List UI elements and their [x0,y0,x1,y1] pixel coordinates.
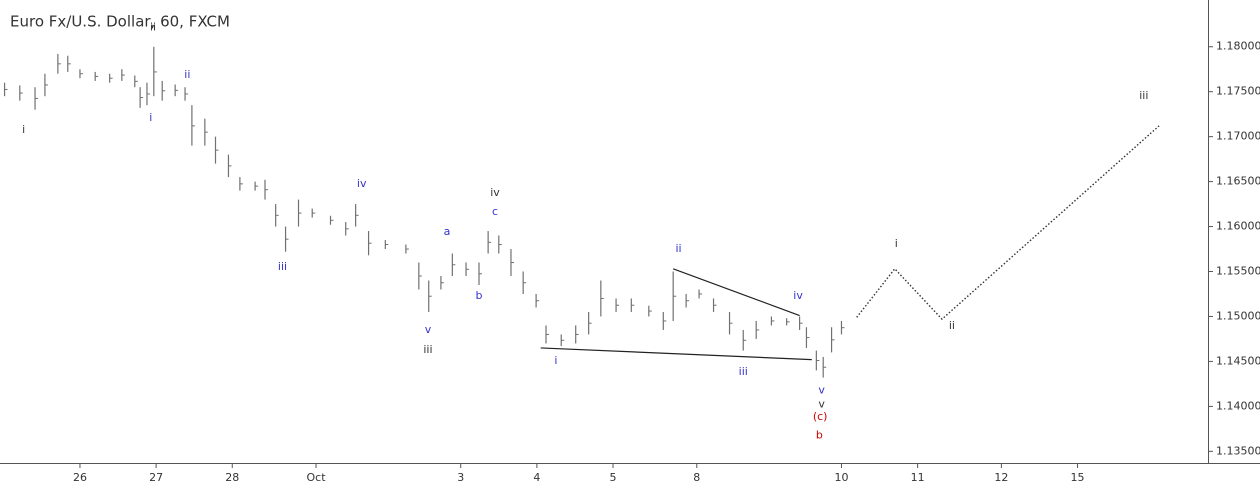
x-tick-label: 27 [149,471,163,484]
wave-label: iii [423,343,432,356]
y-tick-label: 1.16000 [1216,220,1260,233]
y-tick-label: 1.18000 [1216,40,1260,53]
chart-title: Euro Fx/U.S. Dollar, 60, FXCM [10,13,230,31]
x-tick-label: 11 [911,471,925,484]
x-tick-label: Oct [307,471,327,484]
trend-line [540,347,812,361]
wave-label: i [22,123,25,136]
y-tick-label: 1.14500 [1216,354,1260,367]
x-tick-label: 26 [73,471,87,484]
wave-label: b [816,428,823,441]
wave-label: v [818,383,825,396]
wave-label: a [444,225,451,238]
x-tick-label: 28 [225,471,239,484]
x-tick-label: 10 [834,471,848,484]
y-tick-label: 1.17500 [1216,85,1260,98]
y-tick-label: 1.13500 [1216,444,1260,457]
y-tick-label: 1.16500 [1216,175,1260,188]
wave-label: ii [184,68,190,81]
x-tick-label: 15 [1071,471,1085,484]
wave-label: c [492,205,498,218]
wave-label: b [476,289,483,302]
y-tick-label: 1.15000 [1216,309,1260,322]
wave-label: iv [793,289,803,302]
y-tick-label: 1.15500 [1216,265,1260,278]
wave-label: ii [949,319,955,332]
wave-label: i [554,354,557,367]
x-tick-label: 4 [533,471,540,484]
wave-label: ii [150,21,156,34]
wave-label: v [818,397,825,410]
wave-label: iv [357,177,367,190]
wave-label: iii [1139,89,1148,102]
x-tick-label: 8 [693,471,700,484]
x-tick-label: 3 [457,471,464,484]
wave-label: iii [278,260,287,273]
x-tick-label: 12 [994,471,1008,484]
wave-label: ii [675,242,681,255]
wave-label: i [895,237,898,250]
wave-label: iii [739,365,748,378]
y-tick-label: 1.14000 [1216,399,1260,412]
trend-line [672,268,800,317]
wave-label: i [149,111,152,124]
wave-label: (c) [813,410,828,423]
x-tick-label: 5 [610,471,617,484]
y-tick-label: 1.17000 [1216,130,1260,143]
wave-label: v [425,323,432,336]
wave-label: iv [490,186,500,199]
